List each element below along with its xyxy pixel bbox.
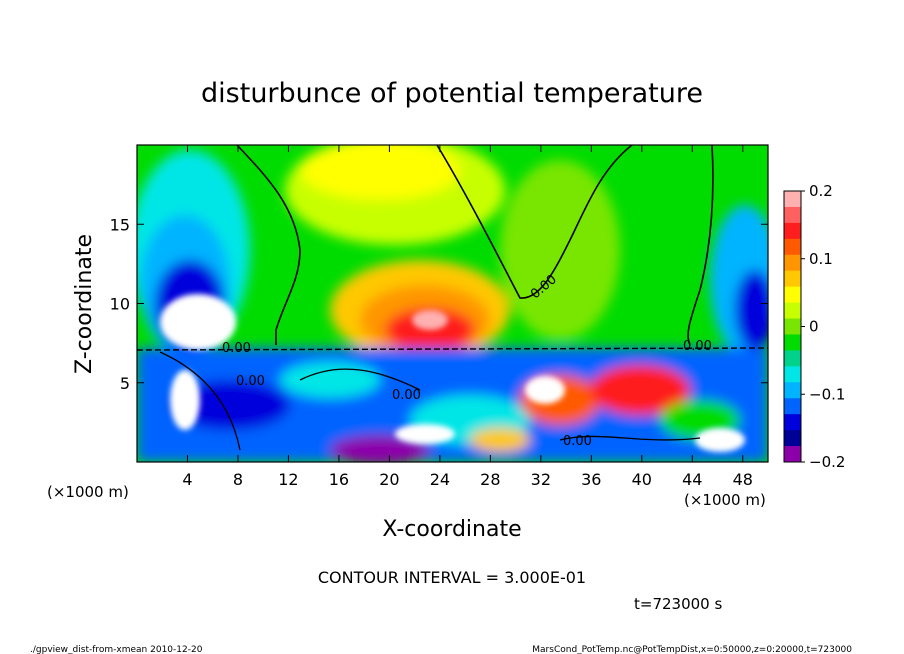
x-tick-label: 4 xyxy=(182,470,192,489)
contour-label: 0.00 xyxy=(683,339,712,354)
y-tick-label: 10 xyxy=(110,295,130,314)
colorbar-segment xyxy=(784,350,801,367)
colorbar-tick-label: 0 xyxy=(809,318,819,336)
x-tick-label: 8 xyxy=(233,470,243,489)
colorbar-segment xyxy=(784,334,801,351)
colorbar-segment xyxy=(784,382,801,399)
x-tick-label: 32 xyxy=(531,470,551,489)
x-tick-label: 28 xyxy=(480,470,500,489)
x-tick-label: 44 xyxy=(682,470,702,489)
contour-label: 0.00 xyxy=(222,341,251,356)
heatmap-field xyxy=(137,145,768,462)
colorbar-segment xyxy=(784,206,801,224)
x-tick-label: 24 xyxy=(430,470,450,489)
colorbar-segment xyxy=(784,254,801,272)
colorbar-segment xyxy=(784,302,801,320)
x-tick-label: 16 xyxy=(329,470,349,489)
colorbar-segment xyxy=(784,446,801,463)
y-tick-label: 15 xyxy=(110,215,130,234)
colorbar-segment xyxy=(784,270,801,288)
x-tick-label: 48 xyxy=(733,470,753,489)
contour-label: 0.00 xyxy=(392,388,421,403)
colorbar-segment xyxy=(784,366,801,383)
x-axis-label: X-coordinate xyxy=(382,517,521,542)
x-tick-label: 12 xyxy=(278,470,298,489)
colorbar-segment xyxy=(784,398,801,415)
time-label: t=723000 s xyxy=(634,595,722,613)
colorbar-segment xyxy=(784,414,801,431)
contour-label: 0.00 xyxy=(563,434,592,449)
colorbar-segment xyxy=(784,430,801,447)
footer-right: MarsCond_PotTemp.nc@PotTempDist,x=0:5000… xyxy=(532,645,852,654)
colorbar-segment xyxy=(784,318,801,335)
colorbar-segment xyxy=(784,191,801,208)
footer-left: ./gpview_dist-from-xmean 2010-12-20 xyxy=(30,645,203,654)
y-axis-label: Z-coordinate xyxy=(72,234,97,374)
colorbar-tick-label: −0.2 xyxy=(809,453,845,471)
contour-label: 0.00 xyxy=(236,374,265,389)
colorbar-tick-label: 0.1 xyxy=(809,250,833,268)
x-tick-label: 36 xyxy=(581,470,601,489)
chart-title: disturbunce of potential temperature xyxy=(201,78,703,109)
x-tick-label: 40 xyxy=(632,470,652,489)
colorbar-segment xyxy=(784,222,801,240)
colorbar-segment xyxy=(784,286,801,304)
y-tick-label: 5 xyxy=(120,374,130,393)
x-unit-left: (×1000 m) xyxy=(47,483,129,501)
colorbar-segment xyxy=(784,238,801,256)
colorbar-tick-label: −0.1 xyxy=(809,385,845,403)
contour-interval-text: CONTOUR INTERVAL = 3.000E-01 xyxy=(318,568,586,587)
x-unit-right: (×1000 m) xyxy=(684,491,766,509)
colorbar-tick-label: 0.2 xyxy=(809,182,833,200)
x-tick-label: 20 xyxy=(379,470,399,489)
